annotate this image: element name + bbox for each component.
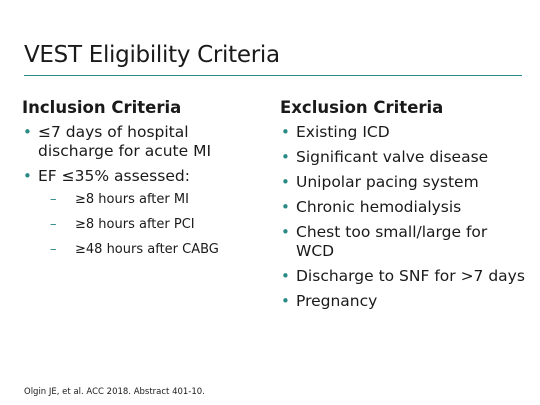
- inclusion-subitem-text: ≥8 hours after MI: [75, 192, 189, 207]
- inclusion-item: • EF ≤35% assessed:: [22, 167, 258, 186]
- exclusion-item-text: Discharge to SNF for >7 days: [296, 267, 525, 285]
- dash-icon: –: [50, 242, 57, 257]
- bullet-icon: •: [281, 123, 290, 141]
- bullet-icon: •: [23, 123, 32, 141]
- exclusion-item-text: Unipolar pacing system: [296, 173, 479, 191]
- bullet-icon: •: [281, 148, 290, 166]
- exclusion-item-text: Existing ICD: [296, 123, 390, 141]
- inclusion-subitem-text: ≥48 hours after CABG: [75, 242, 219, 257]
- exclusion-item-text: Chest too small/large for WCD: [296, 223, 488, 260]
- inclusion-subitem: – ≥48 hours after CABG: [22, 242, 258, 258]
- inclusion-item-text: EF ≤35% assessed:: [38, 167, 190, 185]
- bullet-icon: •: [281, 223, 290, 241]
- exclusion-item-text: Chronic hemodialysis: [296, 198, 462, 216]
- exclusion-item: • Chronic hemodialysis: [280, 198, 530, 217]
- exclusion-item: • Unipolar pacing system: [280, 173, 530, 192]
- bullet-icon: •: [281, 173, 290, 191]
- bullet-icon: •: [281, 198, 290, 216]
- inclusion-heading: Inclusion Criteria: [22, 98, 182, 117]
- inclusion-column: Inclusion Criteria • ≤7 days of hospital…: [22, 98, 258, 267]
- inclusion-subitem: – ≥8 hours after MI: [22, 192, 258, 208]
- dash-icon: –: [50, 217, 57, 232]
- exclusion-item-text: Pregnancy: [296, 292, 378, 310]
- inclusion-item-text: ≤7 days of hospital discharge for acute …: [38, 123, 212, 160]
- exclusion-item: • Existing ICD: [280, 123, 530, 142]
- title-divider: [24, 75, 522, 76]
- exclusion-item: • Pregnancy: [280, 292, 530, 311]
- bullet-icon: •: [281, 292, 290, 310]
- inclusion-subitem: – ≥8 hours after PCI: [22, 217, 258, 233]
- inclusion-item: • ≤7 days of hospital discharge for acut…: [22, 123, 258, 161]
- exclusion-item: • Significant valve disease: [280, 148, 530, 167]
- citation: Olgin JE, et al. ACC 2018. Abstract 401-…: [24, 387, 205, 397]
- slide-title: VEST Eligibility Criteria: [24, 42, 280, 68]
- dash-icon: –: [50, 192, 57, 207]
- bullet-icon: •: [281, 267, 290, 285]
- exclusion-item: • Chest too small/large for WCD: [280, 223, 530, 261]
- exclusion-item: • Discharge to SNF for >7 days: [280, 267, 530, 286]
- inclusion-subitem-text: ≥8 hours after PCI: [75, 217, 195, 232]
- exclusion-column: Exclusion Criteria • Existing ICD • Sign…: [280, 98, 530, 317]
- exclusion-heading: Exclusion Criteria: [280, 98, 444, 117]
- exclusion-item-text: Significant valve disease: [296, 148, 489, 166]
- bullet-icon: •: [23, 167, 32, 185]
